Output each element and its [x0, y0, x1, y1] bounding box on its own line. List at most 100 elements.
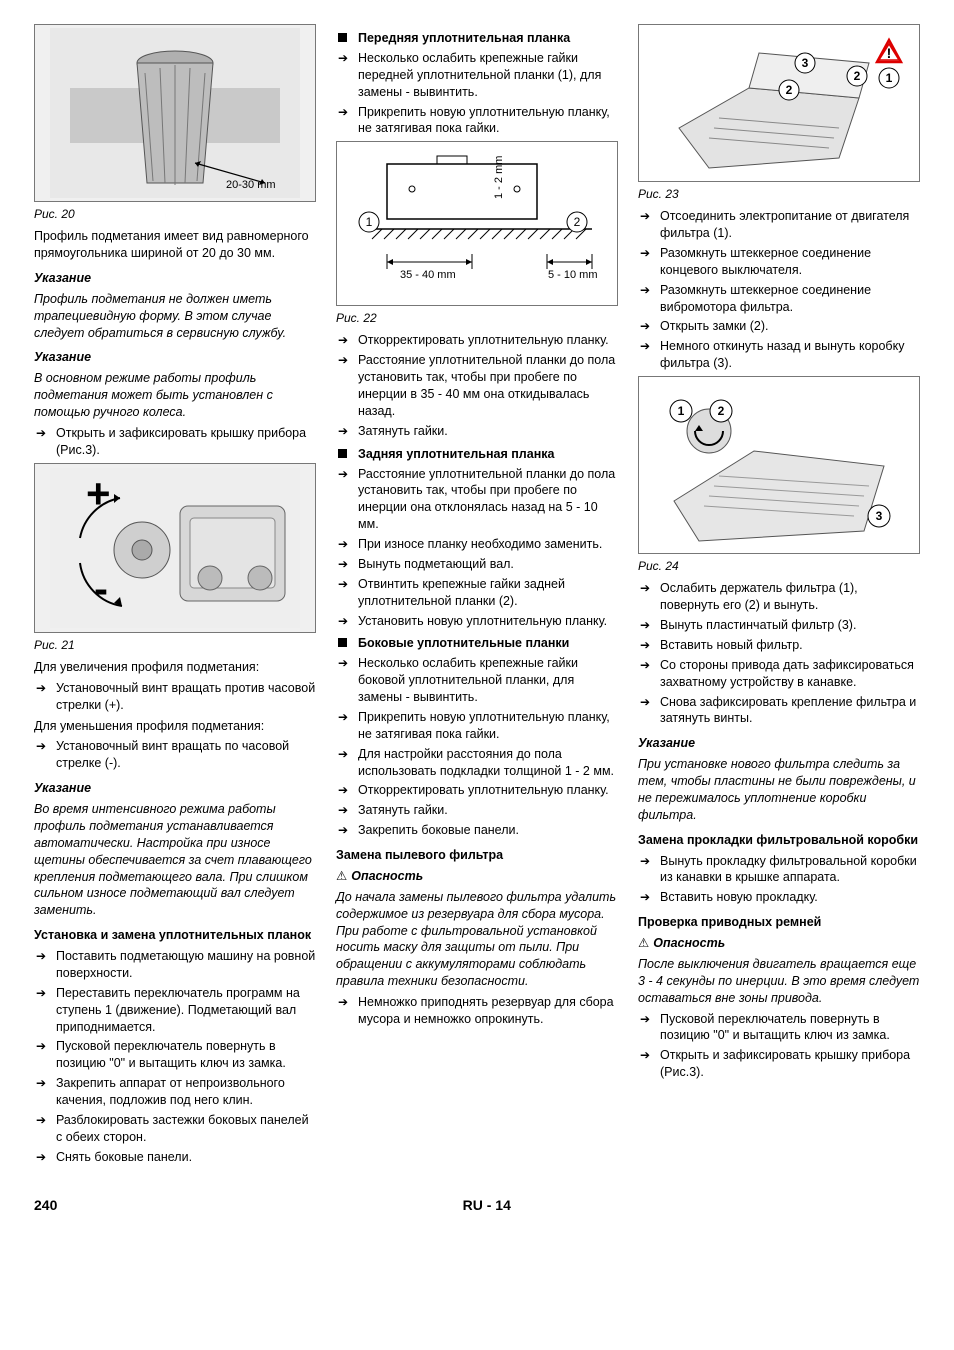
list-item: Затянуть гайки. — [336, 802, 618, 819]
svg-text:2: 2 — [786, 83, 793, 97]
figure-22: 1 2 1 - 2 mm 35 - 40 mm 5 - 10 mm — [336, 141, 618, 306]
list-item: Немножко приподнять резервуар для сбора … — [336, 994, 618, 1028]
list-item: Закрепить аппарат от непроизвольного кач… — [34, 1075, 316, 1109]
list-item: Разблокировать застежки боковых панелей … — [34, 1112, 316, 1146]
note1-heading: Указание — [34, 270, 316, 287]
install-heading: Установка и замена уплотнительных планок — [34, 927, 316, 944]
danger-label: Опасность — [351, 869, 423, 883]
figure-24-svg: 1 2 3 — [649, 381, 909, 549]
rear-list: Расстояние уплотнительной планки до пола… — [336, 466, 618, 630]
list-item: Установить новую уплотнительную планку. — [336, 613, 618, 630]
list-item: Снова зафиксировать крепление фильтра и … — [638, 694, 920, 728]
fig20-dim-text: 20-30 mm — [226, 179, 276, 191]
columns-container: 20-30 mm Рис. 20 Профиль подметания имее… — [34, 24, 920, 1170]
svg-text:2: 2 — [574, 215, 581, 229]
figure-23: 1 2 3 2 ! — [638, 24, 920, 182]
figure-21: + - — [34, 463, 316, 633]
decrease-list: Установочный винт вращать по часовой стр… — [34, 738, 316, 772]
list-item: Вынуть прокладку фильтровальной коробки … — [638, 853, 920, 887]
list-item: Прикрепить новую уплотнительную планку, … — [336, 104, 618, 138]
figure-21-svg: + - — [50, 468, 300, 628]
decrease-heading: Для уменьшения профиля подметания: — [34, 718, 316, 735]
col3-note-heading: Указание — [638, 735, 920, 752]
list-item: Установочный винт вращать по часовой стр… — [34, 738, 316, 772]
fig20-caption: Рис. 20 — [34, 206, 316, 222]
list-item: Расстояние уплотнительной планки до пола… — [336, 466, 618, 534]
figure-22-svg: 1 2 1 - 2 mm 35 - 40 mm 5 - 10 mm — [342, 144, 612, 304]
figure-23-svg: 1 2 3 2 ! — [649, 28, 909, 178]
note1-text: Профиль подметания не должен иметь трапе… — [34, 291, 316, 342]
install-list: Поставить подметающую машину на ровной п… — [34, 948, 316, 1166]
svg-text:1: 1 — [886, 71, 893, 85]
danger-heading: ⚠Опасность — [336, 868, 618, 885]
list-item: Пусковой переключатель повернуть в позиц… — [638, 1011, 920, 1045]
svg-text:2: 2 — [854, 69, 861, 83]
list-item: Для настройки расстояния до пола использ… — [336, 746, 618, 780]
rear-strip-heading: Задняя уплотнительная планка — [336, 446, 618, 463]
page-number: 240 — [34, 1196, 57, 1215]
svg-text:3: 3 — [802, 56, 809, 70]
figure-24: 1 2 3 — [638, 376, 920, 554]
filter-heading: Замена пылевого фильтра — [336, 847, 618, 864]
front-list-b: Откорректировать уплотнительную планку. … — [336, 332, 618, 439]
fig21-caption: Рис. 21 — [34, 637, 316, 653]
list-item: Со стороны привода дать зафиксироваться … — [638, 657, 920, 691]
list-item: Поставить подметающую машину на ровной п… — [34, 948, 316, 982]
svg-text:+: + — [86, 470, 111, 517]
list-item: Немного откинуть назад и вынуть коробку … — [638, 338, 920, 372]
figure-20-svg: 20-30 mm — [50, 28, 300, 198]
note3-text: Во время интенсивного режима работы проф… — [34, 801, 316, 919]
fig22-caption: Рис. 22 — [336, 310, 618, 326]
list-item: Вынуть пластинчатый фильтр (3). — [638, 617, 920, 634]
seal-heading: Замена прокладки фильтровальной коробки — [638, 832, 920, 849]
open-cover-list: Открыть и зафиксировать крышку прибора (… — [34, 425, 316, 459]
list-item: Откорректировать уплотнительную планку. — [336, 782, 618, 799]
column-2: Передняя уплотнительная планка Несколько… — [336, 24, 618, 1170]
list-item: Затянуть гайки. — [336, 423, 618, 440]
svg-text:3: 3 — [876, 509, 883, 523]
list-item: Несколько ослабить крепежные гайки боков… — [336, 655, 618, 706]
danger-text: До начала замены пылевого фильтра удалит… — [336, 889, 618, 990]
list-item: Прикрепить новую уплотнительную планку, … — [336, 709, 618, 743]
list-item: Отвинтить крепежные гайки задней уплотни… — [336, 576, 618, 610]
lang-code: RU - 14 — [463, 1196, 511, 1215]
figure-20: 20-30 mm — [34, 24, 316, 202]
fig22-5-10: 5 - 10 mm — [548, 269, 598, 281]
front-list-a: Несколько ослабить крепежные гайки перед… — [336, 50, 618, 137]
col3-note-text: При установке нового фильтра следить за … — [638, 756, 920, 824]
svg-text:!: ! — [887, 45, 892, 61]
side-list: Несколько ослабить крепежные гайки боков… — [336, 655, 618, 839]
list-item: При износе планку необходимо заменить. — [336, 536, 618, 553]
fig24-caption: Рис. 24 — [638, 558, 920, 574]
note2-heading: Указание — [34, 349, 316, 366]
list-item: Расстояние уплотнительной планки до пола… — [336, 352, 618, 420]
svg-text:1: 1 — [678, 404, 685, 418]
list-item: Несколько ослабить крепежные гайки перед… — [336, 50, 618, 101]
seal-list: Вынуть прокладку фильтровальной коробки … — [638, 853, 920, 907]
list-item: Открыть и зафиксировать крышку прибора (… — [638, 1047, 920, 1081]
list-item: Переставить переключатель программ на ст… — [34, 985, 316, 1036]
list-item: Открыть и зафиксировать крышку прибора (… — [34, 425, 316, 459]
lift-list: Немножко приподнять резервуар для сбора … — [336, 994, 618, 1028]
list-item: Откорректировать уплотнительную планку. — [336, 332, 618, 349]
fig23-caption: Рис. 23 — [638, 186, 920, 202]
list-item: Ослабить держатель фильтра (1), повернут… — [638, 580, 920, 614]
danger2-label: Опасность — [653, 936, 725, 950]
front-strip-heading: Передняя уплотнительная планка — [336, 30, 618, 47]
list-item: Разомкнуть штеккерное соединение концево… — [638, 245, 920, 279]
list-item: Вынуть подметающий вал. — [336, 556, 618, 573]
belt-list: Пусковой переключатель повернуть в позиц… — [638, 1011, 920, 1082]
danger2-text: После выключения двигатель вращается еще… — [638, 956, 920, 1007]
fig23-list: Отсоединить электропитание от двигателя … — [638, 208, 920, 372]
page-footer: 240 RU - 14 . — [34, 1196, 920, 1215]
list-item: Разомкнуть штеккерное соединение вибромо… — [638, 282, 920, 316]
note2-text: В основном режиме работы профиль подмета… — [34, 370, 316, 421]
list-item: Установочный винт вращать против часовой… — [34, 680, 316, 714]
column-3: 1 2 3 2 ! Рис. 23 Отсоединить электропит… — [638, 24, 920, 1170]
profile-paragraph: Профиль подметания имеет вид равномерног… — [34, 228, 316, 262]
list-item: Вставить новую прокладку. — [638, 889, 920, 906]
note3-heading: Указание — [34, 780, 316, 797]
fig24-list: Ослабить держатель фильтра (1), повернут… — [638, 580, 920, 727]
svg-text:-: - — [94, 565, 108, 612]
increase-heading: Для увеличения профиля подметания: — [34, 659, 316, 676]
